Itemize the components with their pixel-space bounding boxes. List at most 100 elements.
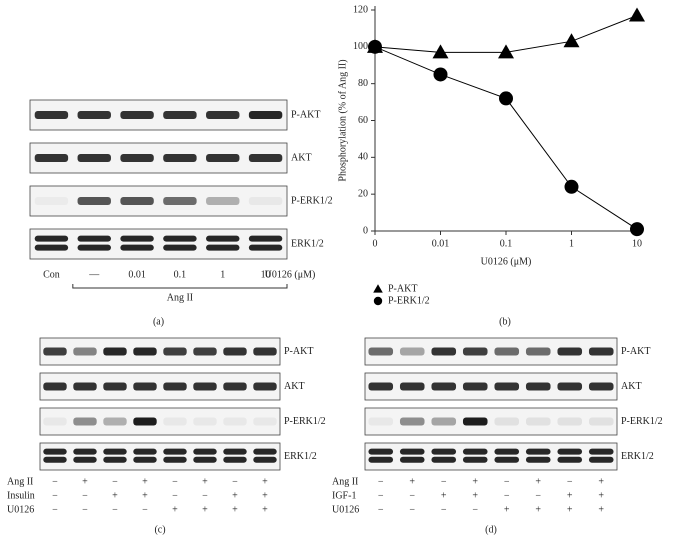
condition-sign: + (441, 490, 447, 501)
condition-sign: + (535, 504, 541, 515)
band (525, 417, 551, 426)
row-label: AKT (284, 381, 305, 392)
marker (629, 7, 645, 22)
band (133, 417, 157, 426)
condition-sign: − (567, 476, 573, 487)
band (462, 456, 488, 463)
condition-sign: + (262, 504, 268, 515)
band (462, 448, 488, 455)
condition-sign: + (567, 504, 573, 515)
band (193, 448, 217, 455)
series-line (374, 46, 638, 230)
condition-sign: + (535, 476, 541, 487)
condition-sign: − (504, 490, 510, 501)
blot-strip (29, 99, 288, 131)
row-label: P-AKT (284, 346, 313, 357)
band (43, 347, 67, 356)
condition-sign: − (472, 504, 478, 515)
condition-sign: − (142, 504, 148, 515)
band (193, 347, 217, 356)
band (77, 154, 111, 162)
band (206, 111, 240, 119)
band (163, 154, 197, 162)
band (103, 448, 127, 455)
band (34, 154, 69, 162)
band (133, 456, 157, 463)
band (494, 456, 520, 463)
band (248, 111, 283, 119)
band (462, 382, 488, 391)
condition-sign: − (378, 476, 384, 487)
band (494, 417, 520, 426)
band (399, 382, 425, 391)
band (253, 448, 277, 455)
band (43, 448, 67, 455)
condition-sign: − (409, 490, 415, 501)
band (248, 235, 283, 242)
band (193, 382, 217, 391)
band (163, 382, 187, 391)
band (223, 417, 247, 426)
marker (630, 222, 644, 237)
band (248, 197, 283, 205)
condition-sign: − (378, 490, 384, 501)
band (103, 382, 127, 391)
band (525, 448, 551, 455)
band (206, 235, 240, 242)
condition-sign: + (232, 490, 238, 501)
band (43, 456, 67, 463)
condition-name: Ang II (7, 476, 33, 487)
panel-label: (d) (485, 524, 497, 535)
condition-sign: + (172, 504, 178, 515)
y-tick-label: 60 (358, 115, 368, 126)
condition-sign: − (52, 504, 58, 515)
condition-sign: − (202, 490, 208, 501)
marker (563, 33, 580, 48)
condition-sign: − (441, 504, 447, 515)
band (223, 347, 247, 356)
legend-marker (373, 296, 383, 306)
band (368, 382, 394, 391)
band (120, 197, 154, 205)
band (163, 347, 187, 356)
x-tick-label: 10 (632, 238, 642, 249)
band (431, 382, 457, 391)
blot-strip (29, 185, 288, 217)
condition-sign: + (598, 504, 604, 515)
band (133, 347, 157, 356)
condition-sign: − (52, 490, 58, 501)
lane-label: 0.01 (128, 269, 146, 280)
band (73, 382, 97, 391)
lane-label: 10 (261, 269, 271, 280)
y-tick-label: 120 (353, 4, 368, 15)
blot-strip (29, 142, 288, 174)
band (206, 154, 240, 162)
condition-sign: − (112, 504, 118, 515)
legend-label: P-ERK1/2 (388, 295, 430, 306)
band (462, 417, 488, 426)
band (248, 154, 283, 162)
band (163, 197, 197, 205)
condition-sign: − (535, 490, 541, 501)
band (557, 448, 583, 455)
band (77, 235, 111, 242)
band (588, 347, 614, 356)
band (223, 382, 247, 391)
band (120, 154, 154, 162)
row-label: ERK1/2 (291, 238, 324, 249)
band (43, 417, 67, 426)
condition-sign: + (202, 504, 208, 515)
band (368, 417, 394, 426)
band (399, 347, 425, 356)
band (163, 244, 197, 251)
condition-sign: + (112, 490, 118, 501)
panel-label: (b) (499, 316, 511, 327)
condition-sign: − (82, 504, 88, 515)
band (399, 456, 425, 463)
band (525, 456, 551, 463)
band (557, 347, 583, 356)
band (253, 382, 277, 391)
row-label: P-ERK1/2 (284, 416, 326, 427)
condition-sign: + (262, 490, 268, 501)
